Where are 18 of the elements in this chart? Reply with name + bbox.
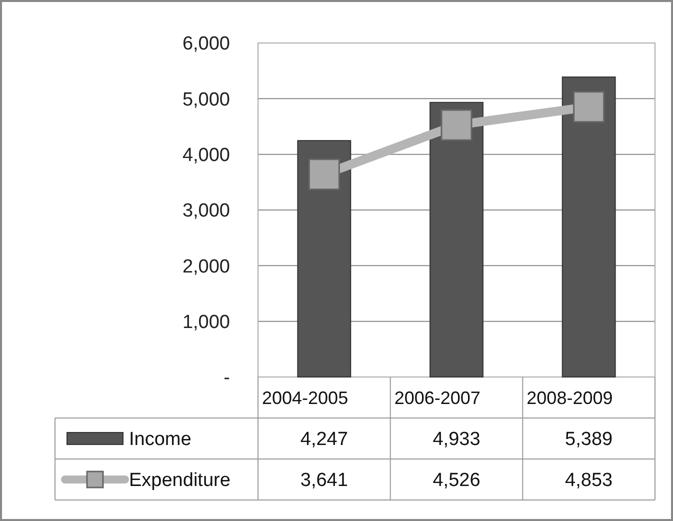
y-tick-label: 1,000 xyxy=(182,312,230,333)
y-tick-label: 4,000 xyxy=(182,144,230,166)
data-label: 3,641 xyxy=(300,470,348,492)
x-tick-label: 2008-2009 xyxy=(526,388,613,408)
data-label: 4,526 xyxy=(432,470,480,492)
data-label: 5,389 xyxy=(565,429,613,450)
legend-label: Expenditure xyxy=(129,470,230,492)
legend-label: Income xyxy=(129,429,192,450)
y-tick-label: 6,000 xyxy=(182,34,230,55)
data-label: 4,853 xyxy=(565,470,613,492)
x-tick-label: 2004-2005 xyxy=(262,388,348,408)
data-label: 4,933 xyxy=(432,429,480,450)
y-tick-label: 5,000 xyxy=(182,89,230,110)
x-tick-label: 2006-2007 xyxy=(394,388,480,408)
y-tick-label: 3,000 xyxy=(182,200,230,222)
data-label: 4,247 xyxy=(300,429,348,450)
y-tick-label: 2,000 xyxy=(182,256,230,278)
y-tick-label: - xyxy=(224,368,230,389)
